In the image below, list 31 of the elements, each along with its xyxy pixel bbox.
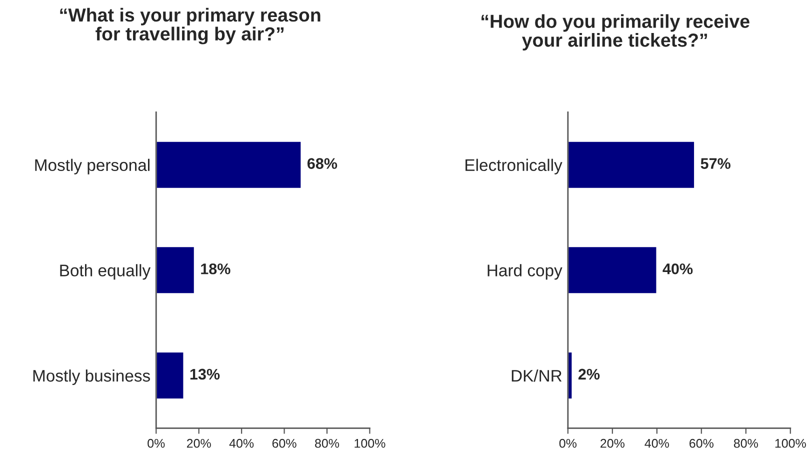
y-tick-label: DK/NR bbox=[512, 369, 562, 382]
bar bbox=[568, 140, 696, 190]
y-tick-label: Mostly personal bbox=[35, 158, 150, 174]
data-label: 2% bbox=[578, 368, 600, 380]
y-tick-label: Hard copy bbox=[488, 264, 562, 280]
x-tick-label: 80% bbox=[734, 438, 758, 448]
x-tick-label: 100% bbox=[354, 438, 386, 448]
data-label: 57% bbox=[700, 158, 730, 169]
x-tick-label: 60% bbox=[690, 438, 714, 448]
data-label: 68% bbox=[307, 158, 338, 169]
data-label: 40% bbox=[662, 263, 693, 274]
bar bbox=[568, 246, 658, 295]
y-tick-label: Mostly business bbox=[33, 369, 150, 386]
bar bbox=[156, 351, 185, 400]
x-tick-label: 40% bbox=[229, 438, 254, 448]
x-tick-label: 40% bbox=[644, 438, 669, 448]
bar bbox=[156, 246, 196, 295]
x-tick-label: 0% bbox=[148, 438, 165, 448]
x-tick-label: 60% bbox=[272, 438, 296, 448]
bar bbox=[156, 140, 302, 190]
x-tick-label: 20% bbox=[600, 438, 624, 448]
data-label: 13% bbox=[190, 368, 220, 380]
chart-title: “How do you primarily receive your airline tickets?” bbox=[482, 14, 750, 51]
data-label: 18% bbox=[201, 263, 230, 274]
y-tick-label: Both equally bbox=[60, 264, 151, 280]
x-tick-label: 20% bbox=[186, 438, 211, 448]
y-tick-label: Electronically bbox=[466, 158, 562, 174]
x-tick-label: 100% bbox=[775, 438, 806, 448]
chart-title: “What is your primary reason for travelling by air?” bbox=[60, 8, 320, 44]
x-tick-label: 0% bbox=[559, 438, 577, 448]
x-tick-label: 80% bbox=[315, 438, 340, 448]
